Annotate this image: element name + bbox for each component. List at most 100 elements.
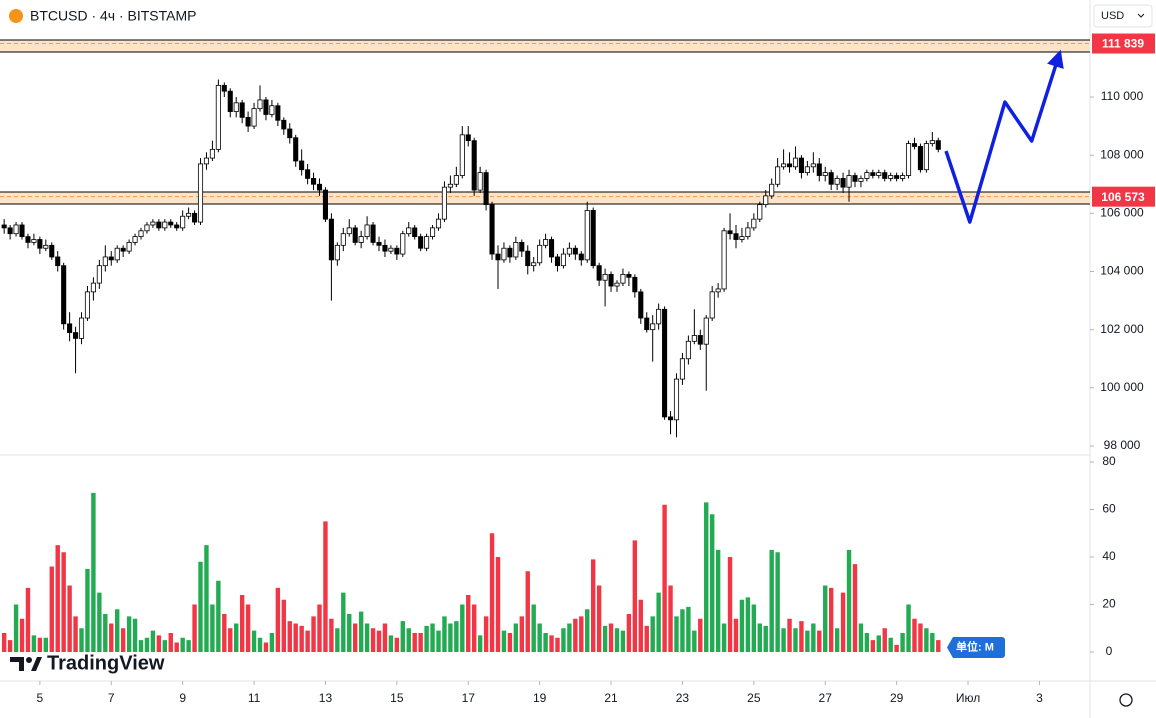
candle-body [186, 212, 192, 217]
volume-bar [585, 609, 590, 652]
volume-bar [537, 623, 542, 652]
candle-body [61, 265, 67, 325]
volume-bar [91, 492, 96, 652]
candle-body [221, 84, 227, 92]
volume-bar [382, 623, 388, 652]
candle-body [792, 157, 799, 168]
candle-body [328, 218, 334, 261]
volume-bar [138, 640, 144, 652]
candle-body [923, 143, 929, 171]
volume-bar [769, 549, 774, 652]
volume-bar [638, 599, 643, 652]
candle-body [245, 116, 251, 127]
volume-bar [31, 635, 37, 652]
volume-bar [858, 623, 864, 652]
candle-body [299, 160, 305, 171]
candle-body [334, 244, 340, 261]
candle-body [656, 308, 662, 325]
volume-bar [19, 618, 25, 652]
candle-body [543, 239, 549, 246]
volume-bar [733, 618, 739, 652]
volume-bar [757, 623, 762, 652]
candle-body [905, 143, 912, 176]
volume-bar [25, 587, 31, 652]
volume-bar [186, 640, 191, 652]
candle-body [144, 224, 150, 232]
candle-body [781, 163, 787, 168]
y-tick-label: 108 000 [1100, 147, 1144, 161]
volume-bar [846, 549, 852, 652]
projection-path [944, 49, 1064, 224]
candle-body [560, 253, 566, 267]
volume-bar [85, 568, 90, 652]
candle-body [346, 227, 352, 235]
candle-body [578, 253, 584, 261]
candle-body [168, 221, 174, 226]
candle-body [162, 221, 168, 229]
candle-body [465, 134, 471, 142]
volume-bar [293, 623, 298, 652]
candle-body [156, 221, 162, 229]
volume-bar [394, 637, 400, 652]
candle-body [37, 239, 43, 249]
currency-button[interactable] [1093, 4, 1153, 28]
currency-label[interactable]: USD [1101, 10, 1124, 22]
volume-bar [721, 623, 727, 652]
volume-bar [412, 633, 417, 652]
volume-bar [329, 618, 334, 652]
volume-bar [620, 630, 626, 652]
candle-body [691, 335, 697, 342]
candle-body [114, 247, 120, 261]
volume-bar [870, 640, 876, 652]
candle-body [590, 210, 596, 267]
candle-body [911, 143, 918, 147]
candle-body [662, 308, 668, 418]
candle-body [804, 166, 810, 174]
candle-body [495, 253, 501, 261]
volume-bar [150, 630, 156, 652]
candle-body [138, 230, 144, 238]
candle-body [132, 236, 138, 243]
candle-body [935, 140, 941, 150]
volume-tick-label: 20 [1102, 597, 1116, 611]
volume-bar [650, 616, 655, 652]
candle-body [798, 157, 804, 174]
volume-bar [507, 633, 513, 652]
candle-body [739, 236, 745, 240]
y-tick-label: 102 000 [1100, 322, 1144, 336]
volume-bar [1, 633, 7, 652]
candle-body [108, 256, 114, 261]
volume-bar [787, 618, 792, 652]
y-tick-label: 104 000 [1100, 264, 1144, 278]
candle-body [525, 250, 531, 267]
volume-bar [210, 604, 215, 652]
symbol-title: BTCUSD · 4ч · BITSTAMP [30, 8, 197, 24]
candle-body [929, 140, 935, 144]
x-tick-label: 9 [179, 691, 186, 705]
candle-body [828, 172, 834, 185]
volume-bar [448, 623, 453, 652]
volume-bar [900, 633, 905, 652]
volume-bar [686, 606, 691, 652]
volume-bar [864, 633, 870, 652]
volume-bar [311, 616, 316, 652]
unit-label: 单位: M [956, 639, 994, 653]
volume-bar [715, 549, 721, 652]
volume-bar [888, 637, 893, 652]
volume-bar [626, 614, 632, 652]
y-tick-label: 110 000 [1101, 89, 1144, 103]
volume-bar [400, 621, 406, 652]
volume-bar [317, 604, 322, 652]
candle-body [900, 175, 906, 179]
volume-bar [406, 628, 411, 652]
volume-bar [251, 630, 257, 652]
candle-body [834, 178, 840, 185]
candle-body [388, 247, 394, 252]
settings-icon[interactable] [1119, 693, 1133, 707]
candle-body [769, 183, 775, 197]
x-tick-label: 7 [108, 691, 115, 705]
candle-body [584, 210, 590, 261]
volume-bar [287, 621, 292, 652]
candle-body [287, 128, 293, 139]
candle-body [90, 282, 96, 293]
